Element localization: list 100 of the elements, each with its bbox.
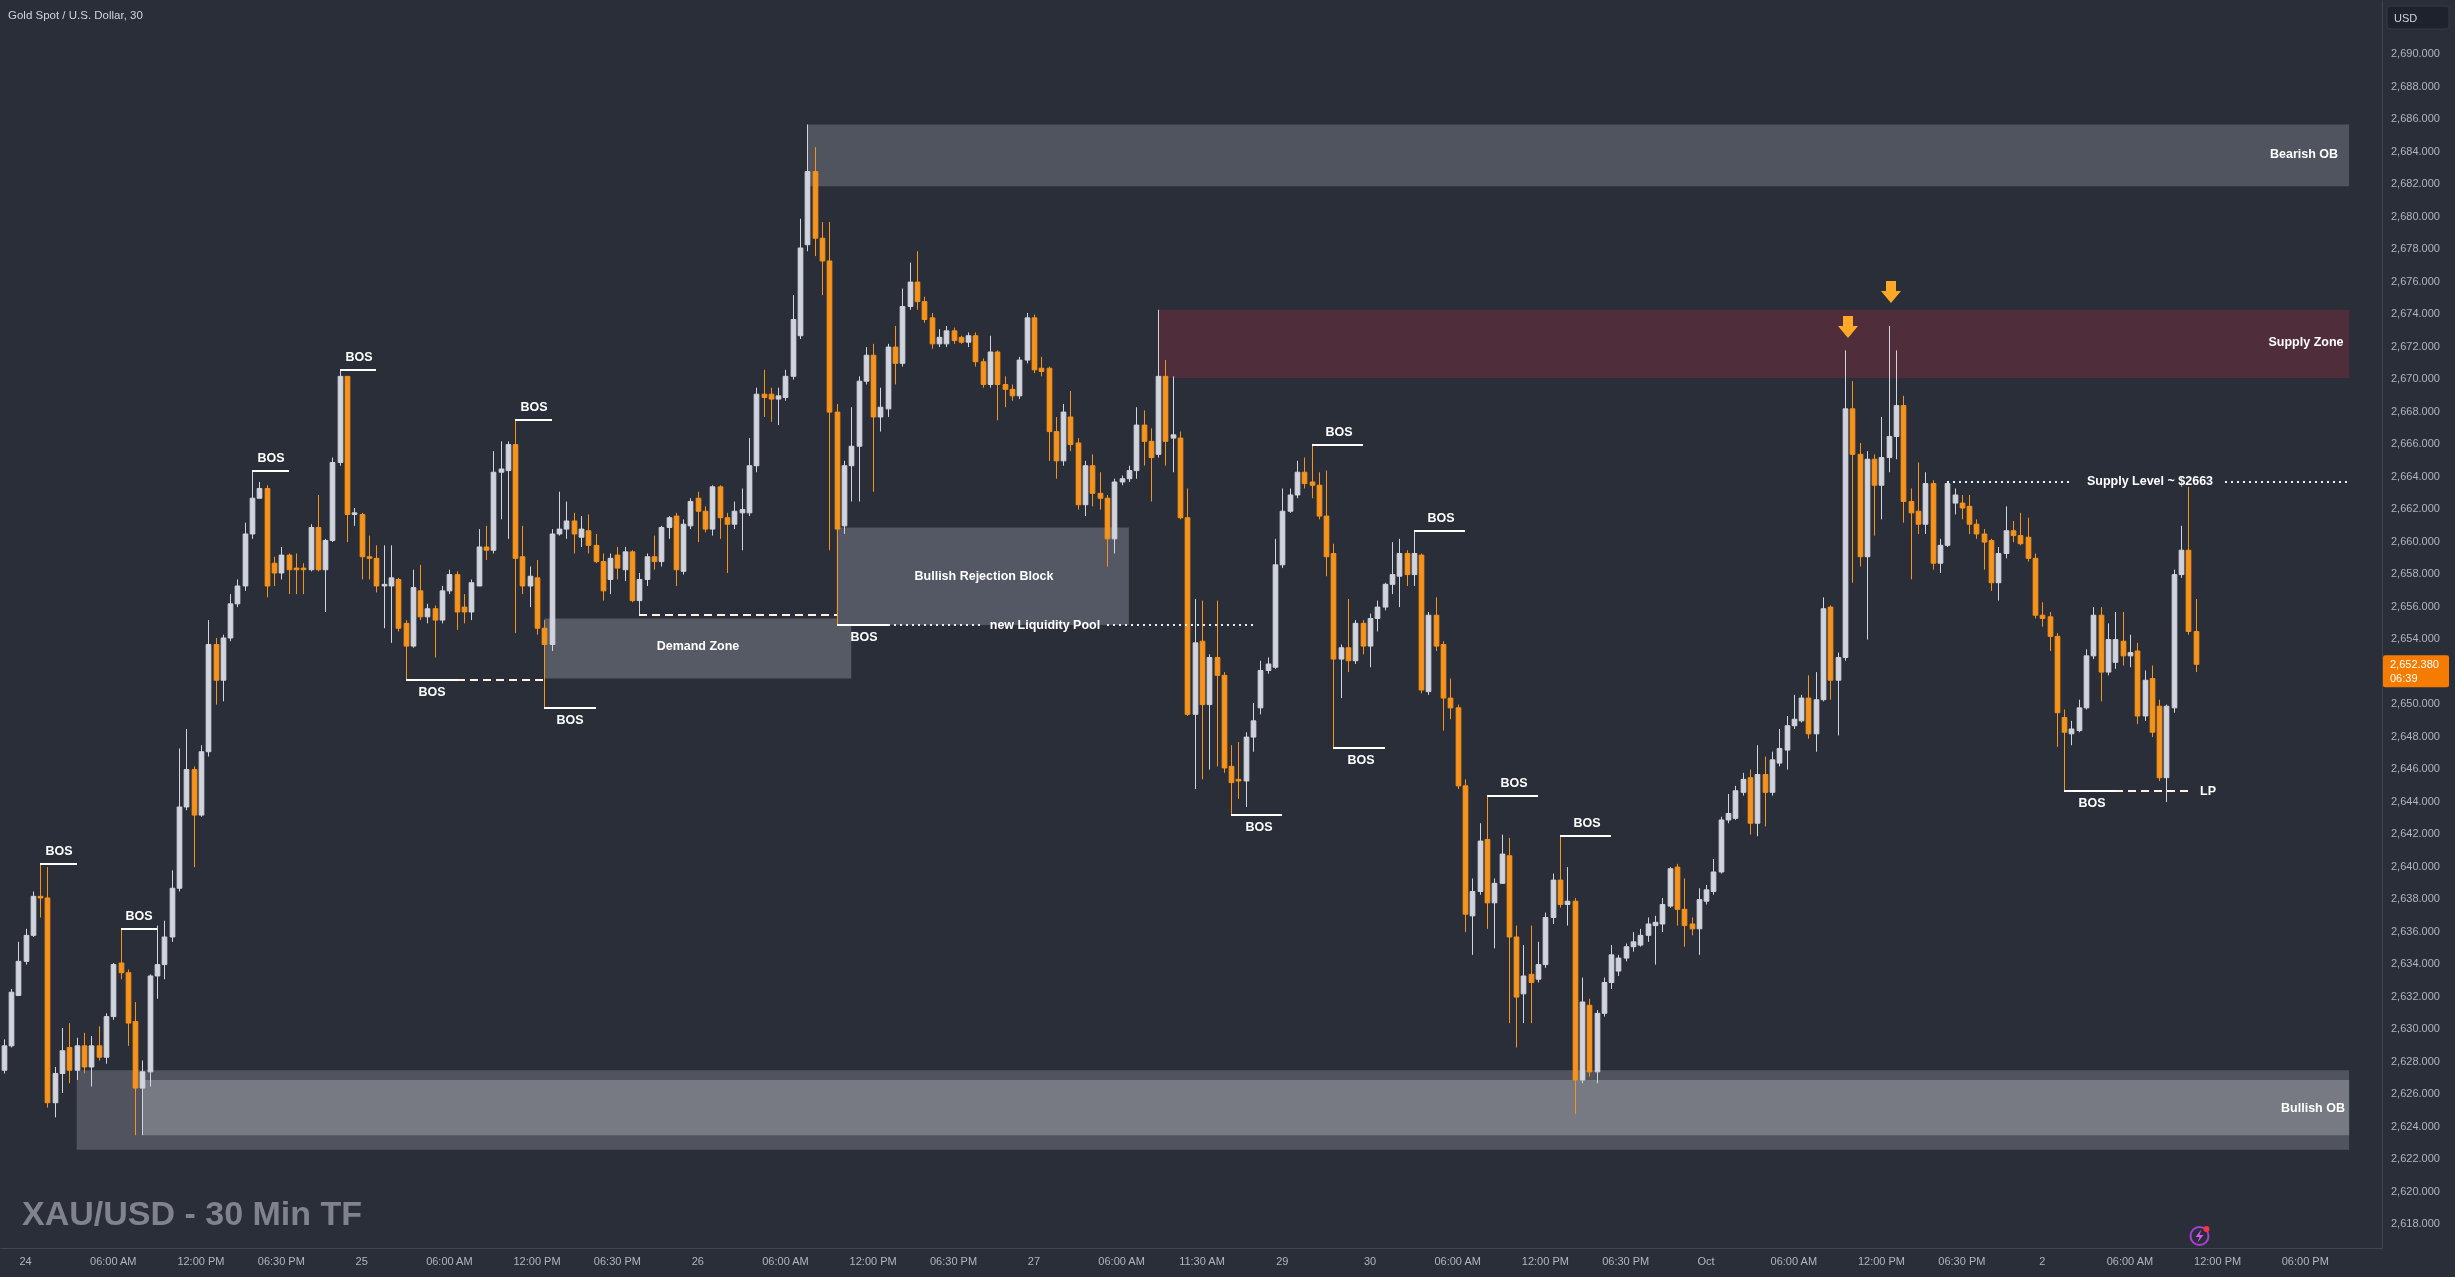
- candlestick: [1133, 406, 1140, 480]
- candlestick: [461, 593, 468, 624]
- y-tick-label: 2,674.000: [2391, 306, 2440, 319]
- annotation: Demand Zone: [656, 639, 740, 653]
- x-tick-label: 30: [1363, 1254, 1377, 1267]
- candlestick: [1031, 314, 1038, 374]
- x-tick-label: 06:30 PM: [1938, 1254, 1986, 1267]
- candlestick: [81, 1032, 88, 1074]
- candlestick: [1067, 390, 1074, 452]
- candlestick: [1250, 702, 1257, 753]
- candlestick: [15, 941, 22, 996]
- candlestick: [403, 619, 410, 681]
- candlestick: [797, 218, 804, 340]
- candlestick: [1784, 715, 1791, 771]
- candlestick: [1053, 416, 1060, 480]
- candlestick: [88, 1035, 95, 1087]
- candlestick: [1630, 931, 1637, 953]
- candlestick: [1389, 541, 1396, 595]
- annotation: Bullish OB: [2281, 1101, 2345, 1115]
- candlestick: [739, 487, 746, 551]
- candlestick: [1827, 604, 1834, 701]
- annotation: BOS: [1500, 775, 1528, 790]
- candlestick: [1462, 778, 1469, 933]
- candlestick: [907, 262, 914, 311]
- candlestick: [892, 325, 899, 385]
- candlestick: [1404, 549, 1411, 587]
- candlestick: [1491, 877, 1498, 949]
- candlestick: [125, 968, 132, 1047]
- candlestick: [1119, 474, 1126, 486]
- candlestick: [169, 869, 176, 943]
- candlestick: [1579, 977, 1586, 1084]
- candlestick: [2134, 642, 2141, 725]
- x-tick-label: 12:00 PM: [1521, 1254, 1569, 1267]
- annotation: BOS: [850, 629, 878, 644]
- candlestick: [74, 1037, 81, 1081]
- x-tick-label: 06:30 PM: [929, 1254, 978, 1267]
- x-tick-label: 12:00 PM: [849, 1254, 897, 1267]
- candlestick: [1206, 653, 1213, 771]
- y-tick-label: 2,670.000: [2391, 371, 2440, 384]
- candlestick: [2047, 611, 2054, 652]
- candlestick: [972, 331, 979, 368]
- candlestick: [717, 484, 724, 540]
- y-tick-label: 2,654.000: [2391, 631, 2440, 644]
- candlestick: [1645, 916, 1652, 943]
- candlestick: [680, 518, 687, 576]
- candlestick: [1199, 600, 1206, 780]
- candlestick: [1659, 897, 1666, 933]
- candlestick: [841, 460, 848, 535]
- candlestick: [1214, 600, 1221, 767]
- candlestick: [1754, 744, 1761, 837]
- candlestick: [1973, 518, 1980, 540]
- candlestick: [410, 569, 417, 649]
- candlestick: [687, 497, 694, 530]
- x-tick-label: 06:00 AM: [1098, 1254, 1145, 1267]
- text: Gold Spot / U.S. Dollar, 30: [8, 9, 143, 21]
- y-tick-label: 2,678.000: [2391, 242, 2440, 254]
- annotation: LP: [2200, 784, 2216, 798]
- candlestick: [161, 920, 168, 980]
- annotation: BOS: [45, 843, 73, 858]
- candlestick: [147, 973, 154, 1087]
- candlestick: [1703, 884, 1710, 905]
- candlestick: [1111, 478, 1118, 554]
- candlestick: [300, 562, 307, 595]
- annotation: Supply Level ~ $2663: [2086, 474, 2214, 488]
- candlestick: [1257, 660, 1264, 715]
- candlestick: [2039, 601, 2046, 628]
- candlestick: [519, 525, 526, 595]
- candlestick: [929, 312, 936, 350]
- candlestick: [490, 450, 497, 554]
- candlestick: [234, 578, 241, 608]
- candlestick: [812, 146, 819, 257]
- candlestick: [921, 296, 928, 324]
- candlestick: [790, 294, 797, 381]
- x-tick-label: Oct: [1697, 1254, 1715, 1267]
- candlestick: [278, 546, 285, 580]
- candlestick: [44, 866, 51, 1109]
- candlestick: [468, 578, 475, 621]
- candlestick: [1009, 383, 1016, 402]
- x-tick-label: 25: [355, 1254, 368, 1267]
- candlestick: [870, 343, 877, 493]
- y-tick-label: 2,686.000: [2391, 111, 2440, 124]
- candlestick: [702, 505, 709, 533]
- annotation: BOS: [520, 400, 548, 415]
- candlestick: [782, 369, 789, 402]
- y-tick-label: 2,650.000: [2391, 696, 2440, 709]
- y-tick-label: 2,632.000: [2391, 989, 2440, 1002]
- candlestick: [914, 250, 921, 311]
- candlestick: [1747, 769, 1754, 836]
- candlestick: [1952, 487, 1959, 515]
- candlestick: [1915, 461, 1922, 535]
- candlestick: [1886, 325, 1893, 473]
- candlestick: [2142, 669, 2149, 722]
- x-tick-label: 12:00 PM: [177, 1254, 225, 1267]
- candlestick: [877, 387, 884, 433]
- x-tick-label: 06:30 PM: [593, 1254, 641, 1267]
- candlestick: [1798, 694, 1805, 723]
- candlestick: [1447, 678, 1454, 720]
- x-tick-label: 06:00 AM: [426, 1254, 473, 1267]
- annotation: BOS: [345, 349, 373, 364]
- candlestick: [1535, 941, 1542, 983]
